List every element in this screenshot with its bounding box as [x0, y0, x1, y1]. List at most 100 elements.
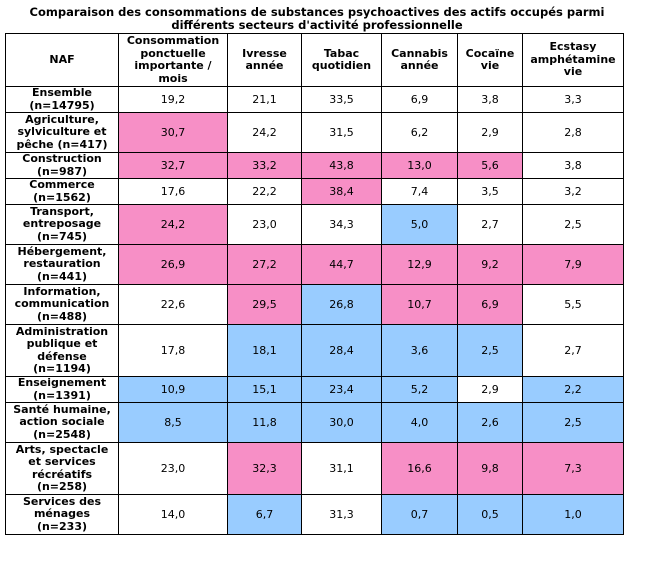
table-row: Ensemble (n=14795) 19,2 21,1 33,5 6,9 3,8 3,3 [5, 86, 624, 113]
table-row: Santé humaine, action sociale (n=2548) 8,… [5, 402, 624, 443]
value-cell: 32,7 [118, 152, 228, 179]
value-cell: 32,3 [227, 442, 302, 495]
value-cell: 22,6 [118, 284, 228, 325]
value-cell: 17,6 [118, 178, 228, 205]
value-cell: 31,5 [301, 112, 382, 153]
sector-label: Hébergement, restauration (n=441) [5, 244, 119, 285]
table-row: Commerce (n=1562) 17,6 22,2 38,4 7,4 3,5 3,2 [5, 178, 624, 205]
value-cell: 14,0 [118, 494, 228, 535]
sector-label: Transport, entreposage (n=745) [5, 204, 119, 245]
header-cannabis: Cannabis année [381, 33, 458, 87]
value-cell: 30,7 [118, 112, 228, 153]
value-cell: 24,2 [118, 204, 228, 245]
value-cell: 19,2 [118, 86, 228, 113]
value-cell: 3,6 [381, 324, 458, 377]
value-cell: 7,3 [522, 442, 624, 495]
value-cell: 3,3 [522, 86, 624, 113]
title-line-1: Comparaison des consommations de substan… [29, 5, 605, 19]
value-cell: 0,5 [457, 494, 523, 535]
sector-label: Agriculture, sylviculture et pêche (n=41… [5, 112, 119, 153]
value-cell: 6,2 [381, 112, 458, 153]
value-cell: 2,6 [457, 402, 523, 443]
header-naf: NAF [5, 33, 119, 87]
sector-label: Enseignement (n=1391) [5, 376, 119, 403]
value-cell: 6,9 [457, 284, 523, 325]
table-row: Agriculture, sylviculture et pêche (n=41… [5, 112, 624, 153]
value-cell: 17,8 [118, 324, 228, 377]
value-cell: 38,4 [301, 178, 382, 205]
value-cell: 29,5 [227, 284, 302, 325]
value-cell: 23,0 [118, 442, 228, 495]
sector-label: Administration publique et défense (n=11… [5, 324, 119, 377]
value-cell: 5,6 [457, 152, 523, 179]
table-row: Construction (n=987) 32,7 33,2 43,8 13,0 5,6 3… [5, 152, 624, 179]
value-cell: 9,8 [457, 442, 523, 495]
value-cell: 3,8 [522, 152, 624, 179]
header-row: NAF Consommation ponctuelle importante /… [5, 33, 624, 87]
value-cell: 33,5 [301, 86, 382, 113]
value-cell: 10,9 [118, 376, 228, 403]
value-cell: 2,9 [457, 376, 523, 403]
value-cell: 11,8 [227, 402, 302, 443]
value-cell: 21,1 [227, 86, 302, 113]
value-cell: 2,8 [522, 112, 624, 153]
value-cell: 5,2 [381, 376, 458, 403]
value-cell: 30,0 [301, 402, 382, 443]
value-cell: 5,5 [522, 284, 624, 325]
value-cell: 28,4 [301, 324, 382, 377]
value-cell: 18,1 [227, 324, 302, 377]
value-cell: 2,5 [457, 324, 523, 377]
header-ivresse: Ivresse année [227, 33, 302, 87]
value-cell: 8,5 [118, 402, 228, 443]
value-cell: 34,3 [301, 204, 382, 245]
value-cell: 12,9 [381, 244, 458, 285]
consumption-table: NAF Consommation ponctuelle importante /… [5, 33, 624, 535]
value-cell: 23,0 [227, 204, 302, 245]
value-cell: 13,0 [381, 152, 458, 179]
value-cell: 2,5 [522, 204, 624, 245]
table-row: Arts, spectacle et services récréatifs (… [5, 442, 624, 495]
sector-label: Santé humaine, action sociale (n=2548) [5, 402, 119, 443]
title-line-2: différents secteurs d'activité professio… [171, 18, 463, 32]
header-tabac: Tabac quotidien [301, 33, 382, 87]
table-title: Comparaison des consommations de substan… [0, 6, 634, 32]
value-cell: 23,4 [301, 376, 382, 403]
value-cell: 7,9 [522, 244, 624, 285]
value-cell: 2,7 [522, 324, 624, 377]
value-cell: 16,6 [381, 442, 458, 495]
value-cell: 43,8 [301, 152, 382, 179]
value-cell: 15,1 [227, 376, 302, 403]
sector-label: Ensemble (n=14795) [5, 86, 119, 113]
header-binge: Consommation ponctuelle importante / moi… [118, 33, 228, 87]
value-cell: 44,7 [301, 244, 382, 285]
value-cell: 7,4 [381, 178, 458, 205]
value-cell: 2,5 [522, 402, 624, 443]
value-cell: 6,7 [227, 494, 302, 535]
value-cell: 3,2 [522, 178, 624, 205]
sector-label: Arts, spectacle et services récréatifs (… [5, 442, 119, 495]
sector-label: Construction (n=987) [5, 152, 119, 179]
value-cell: 22,2 [227, 178, 302, 205]
value-cell: 26,8 [301, 284, 382, 325]
value-cell: 3,5 [457, 178, 523, 205]
table-row: Transport, entreposage (n=745) 24,2 23,0 34… [5, 204, 624, 245]
value-cell: 31,1 [301, 442, 382, 495]
value-cell: 3,8 [457, 86, 523, 113]
value-cell: 31,3 [301, 494, 382, 535]
value-cell: 33,2 [227, 152, 302, 179]
value-cell: 10,7 [381, 284, 458, 325]
header-ecstasy: Ecstasy amphétamine vie [522, 33, 624, 87]
value-cell: 6,9 [381, 86, 458, 113]
value-cell: 9,2 [457, 244, 523, 285]
value-cell: 5,0 [381, 204, 458, 245]
value-cell: 2,2 [522, 376, 624, 403]
value-cell: 2,9 [457, 112, 523, 153]
value-cell: 26,9 [118, 244, 228, 285]
value-cell: 0,7 [381, 494, 458, 535]
header-cocaine: Cocaïne vie [457, 33, 523, 87]
table-row: Administration publique et défense (n=11… [5, 324, 624, 377]
value-cell: 4,0 [381, 402, 458, 443]
sector-label: Information, communication (n=488) [5, 284, 119, 325]
sector-label: Services des ménages (n=233) [5, 494, 119, 535]
table-row: Hébergement, restauration (n=441) 26,9 27,… [5, 244, 624, 285]
